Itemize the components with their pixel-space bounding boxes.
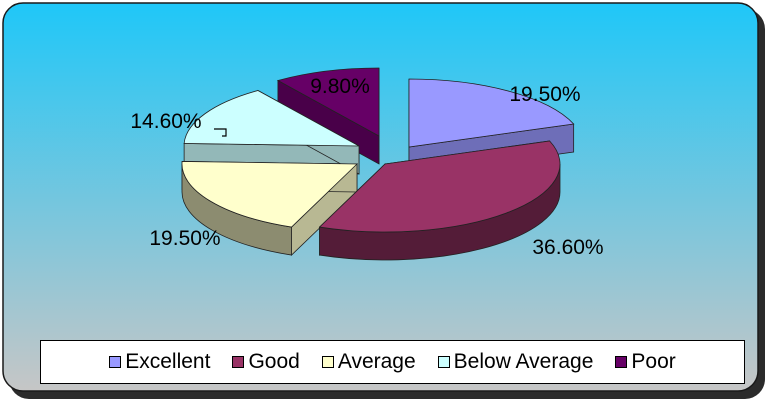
legend-item-poor: Poor bbox=[615, 350, 676, 374]
legend-item-good: Good bbox=[232, 350, 300, 374]
legend-label: Excellent bbox=[125, 350, 211, 373]
legend-label: Average bbox=[337, 350, 416, 373]
legend-swatch bbox=[437, 356, 450, 368]
legend-swatch bbox=[321, 356, 334, 368]
legend-swatch bbox=[109, 356, 122, 368]
data-label-excellent: 19.50% bbox=[509, 83, 580, 106]
legend-label: Good bbox=[248, 350, 300, 373]
data-label-good: 36.60% bbox=[532, 236, 603, 259]
legend-label: Poor bbox=[631, 350, 676, 373]
legend-item-excellent: Excellent bbox=[109, 350, 210, 374]
pie-slice-good bbox=[318, 140, 561, 261]
data-label-poor: 9.80% bbox=[310, 75, 370, 98]
leader-line bbox=[214, 128, 227, 137]
legend-swatch bbox=[615, 356, 628, 368]
legend-swatch bbox=[232, 356, 245, 368]
legend-label: Below Average bbox=[453, 350, 594, 373]
data-label-average: 19.50% bbox=[149, 227, 220, 250]
legend-item-average: Average bbox=[321, 350, 416, 374]
pie-slice-average bbox=[181, 161, 358, 257]
legend-item-below-average: Below Average bbox=[437, 350, 594, 374]
data-label-below-average: 14.60% bbox=[130, 110, 201, 133]
legend: Excellent Good Average Below Average Poor bbox=[40, 340, 745, 384]
